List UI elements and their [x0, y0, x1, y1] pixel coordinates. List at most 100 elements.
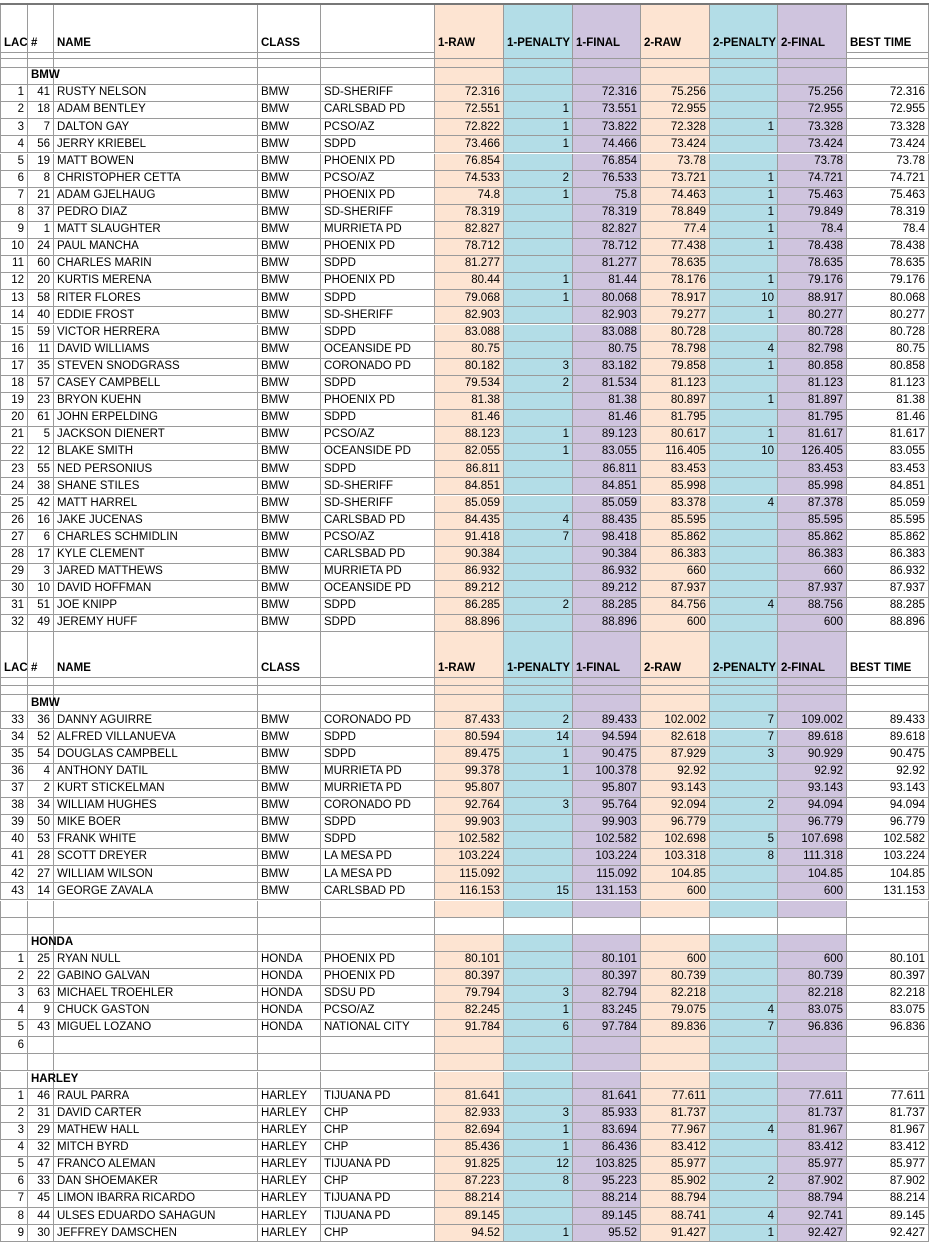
- penalty-1-cell: 1: [504, 444, 573, 462]
- sheet-row: 26 16 JAKE JUCENAS BMW CARLSBAD PD 84.435 4 88.…: [0, 512, 929, 530]
- penalty-1-cell: 3: [504, 1105, 573, 1123]
- name-cell: ANTHONY DATIL: [54, 763, 258, 781]
- penalty-1-cell: 2: [504, 170, 573, 188]
- department-cell: PCSO/AZ: [321, 427, 435, 445]
- raw-1-cell: 84.851: [435, 478, 504, 496]
- class-cell: BMW: [258, 866, 321, 884]
- place-cell: 31: [0, 598, 28, 616]
- sheet-row: 32 49 JEREMY HUFF BMW SDPD 88.896 88.896 600 600…: [0, 615, 929, 633]
- final-2-cell: 88.794: [778, 1191, 847, 1209]
- final-1-cell: 131.153: [573, 883, 641, 901]
- best-time-cell: 79.176: [847, 273, 929, 291]
- penalty-2-cell: 2: [710, 1174, 778, 1192]
- sheet-row: 28 17 KYLE CLEMENT BMW CARLSBAD PD 90.384 90.3…: [0, 546, 929, 564]
- penalty-1-cell: [504, 1037, 573, 1055]
- final-2-cell: 77.611: [778, 1088, 847, 1106]
- best-time-cell: 82.218: [847, 986, 929, 1004]
- raw-2-cell: 103.318: [641, 849, 710, 867]
- raw-2-cell: 88.741: [641, 1208, 710, 1226]
- raw-1-cell: [435, 68, 504, 86]
- department-cell: SDPD: [321, 598, 435, 616]
- best-time-cell: 72.316: [847, 85, 929, 103]
- class-cell: BMW: [258, 461, 321, 479]
- raw-1-cell: 82.055: [435, 444, 504, 462]
- class-cell: BMW: [258, 729, 321, 747]
- best-time-cell: 78.635: [847, 256, 929, 274]
- best-time-cell: 81.737: [847, 1105, 929, 1123]
- raw-1-cell: 85.436: [435, 1139, 504, 1157]
- final-2-cell: 78.438: [778, 239, 847, 257]
- final-2-cell: 83.453: [778, 461, 847, 479]
- final-1-cell: 85.059: [573, 495, 641, 513]
- name-cell: JEFFREY DAMSCHEN: [54, 1225, 258, 1243]
- sheet-row: 37 2 KURT STICKELMAN BMW MURRIETA PD 95.807 95…: [0, 780, 929, 798]
- sheet-row: 42 27 WILLIAM WILSON BMW LA MESA PD 115.092 11…: [0, 866, 929, 884]
- number-cell: 10: [28, 581, 54, 599]
- number-cell: 57: [28, 375, 54, 393]
- raw-1-cell: 81.277: [435, 256, 504, 274]
- penalty-1-cell: 1: [504, 273, 573, 291]
- number-cell: 3: [28, 563, 54, 581]
- final-2-cell: 79.849: [778, 204, 847, 222]
- penalty-1-cell: 1: [504, 763, 573, 781]
- raw-2-cell: [641, 68, 710, 86]
- penalty-2-cell: 4: [710, 341, 778, 359]
- class-cell: BMW: [258, 136, 321, 154]
- raw-1-cell: [435, 59, 504, 68]
- penalty-1-cell: [504, 204, 573, 222]
- raw-2-cell: 80.617: [641, 427, 710, 445]
- name-cell: RUSTY NELSON: [54, 85, 258, 103]
- number-cell: 30: [28, 1225, 54, 1243]
- penalty-2-cell: [710, 695, 778, 713]
- penalty-2-cell: [710, 934, 778, 952]
- final-1-cell: 89.433: [573, 712, 641, 730]
- final-2-cell: 79.176: [778, 273, 847, 291]
- department-cell: SDPD: [321, 615, 435, 633]
- best-time-cell: 90.475: [847, 746, 929, 764]
- best-time-cell: 83.075: [847, 1003, 929, 1021]
- department-cell: OCEANSIDE PD: [321, 581, 435, 599]
- department-cell: [321, 1037, 435, 1055]
- best-time-cell: [847, 900, 929, 918]
- penalty-2-cell: [710, 59, 778, 68]
- final-2-cell: 80.728: [778, 324, 847, 342]
- final-1-cell: 89.212: [573, 581, 641, 599]
- final-2-cell: [778, 686, 847, 696]
- final-1-cell: 83.055: [573, 444, 641, 462]
- final-1-cell: [573, 1054, 641, 1072]
- raw-1-cell: 80.182: [435, 358, 504, 376]
- name-cell: VICTOR HERRERA: [54, 324, 258, 342]
- raw-1-cell: [435, 900, 504, 918]
- department-cell: SDPD: [321, 746, 435, 764]
- final-1-cell: 73.822: [573, 119, 641, 137]
- class-cell: BMW: [258, 780, 321, 798]
- final-2-cell: [778, 68, 847, 86]
- best-time-cell: 73.328: [847, 119, 929, 137]
- place-cell: 7: [0, 1191, 28, 1209]
- class-cell: BMW: [258, 273, 321, 291]
- raw-2-cell: 78.176: [641, 273, 710, 291]
- name-cell: GABINO GALVAN: [54, 968, 258, 986]
- place-cell: [0, 678, 28, 687]
- penalty-2-cell: [710, 512, 778, 530]
- class-cell: BMW: [258, 763, 321, 781]
- penalty-1-cell: [504, 581, 573, 599]
- penalty-1-cell: 1: [504, 1139, 573, 1157]
- class-cell: HONDA: [258, 968, 321, 986]
- name-cell: MICHAEL TROEHLER: [54, 986, 258, 1004]
- department-cell: [321, 917, 435, 935]
- number-cell: 20: [28, 273, 54, 291]
- best-time-cell: 80.068: [847, 290, 929, 308]
- final-1-cell: 84.851: [573, 478, 641, 496]
- group-label: BMW: [28, 695, 60, 713]
- penalty-1-cell: [504, 900, 573, 918]
- final-2-cell: 85.998: [778, 478, 847, 496]
- sheet-row: 2 31 DAVID CARTER HARLEY CHP 82.933 3 85.933 81.…: [0, 1105, 929, 1123]
- raw-2-cell: 73.424: [641, 136, 710, 154]
- penalty-1-cell: 4: [504, 512, 573, 530]
- number-cell: 16: [28, 512, 54, 530]
- place-cell: 2: [0, 102, 28, 120]
- raw-2-cell: 85.998: [641, 478, 710, 496]
- class-cell: BMW: [258, 256, 321, 274]
